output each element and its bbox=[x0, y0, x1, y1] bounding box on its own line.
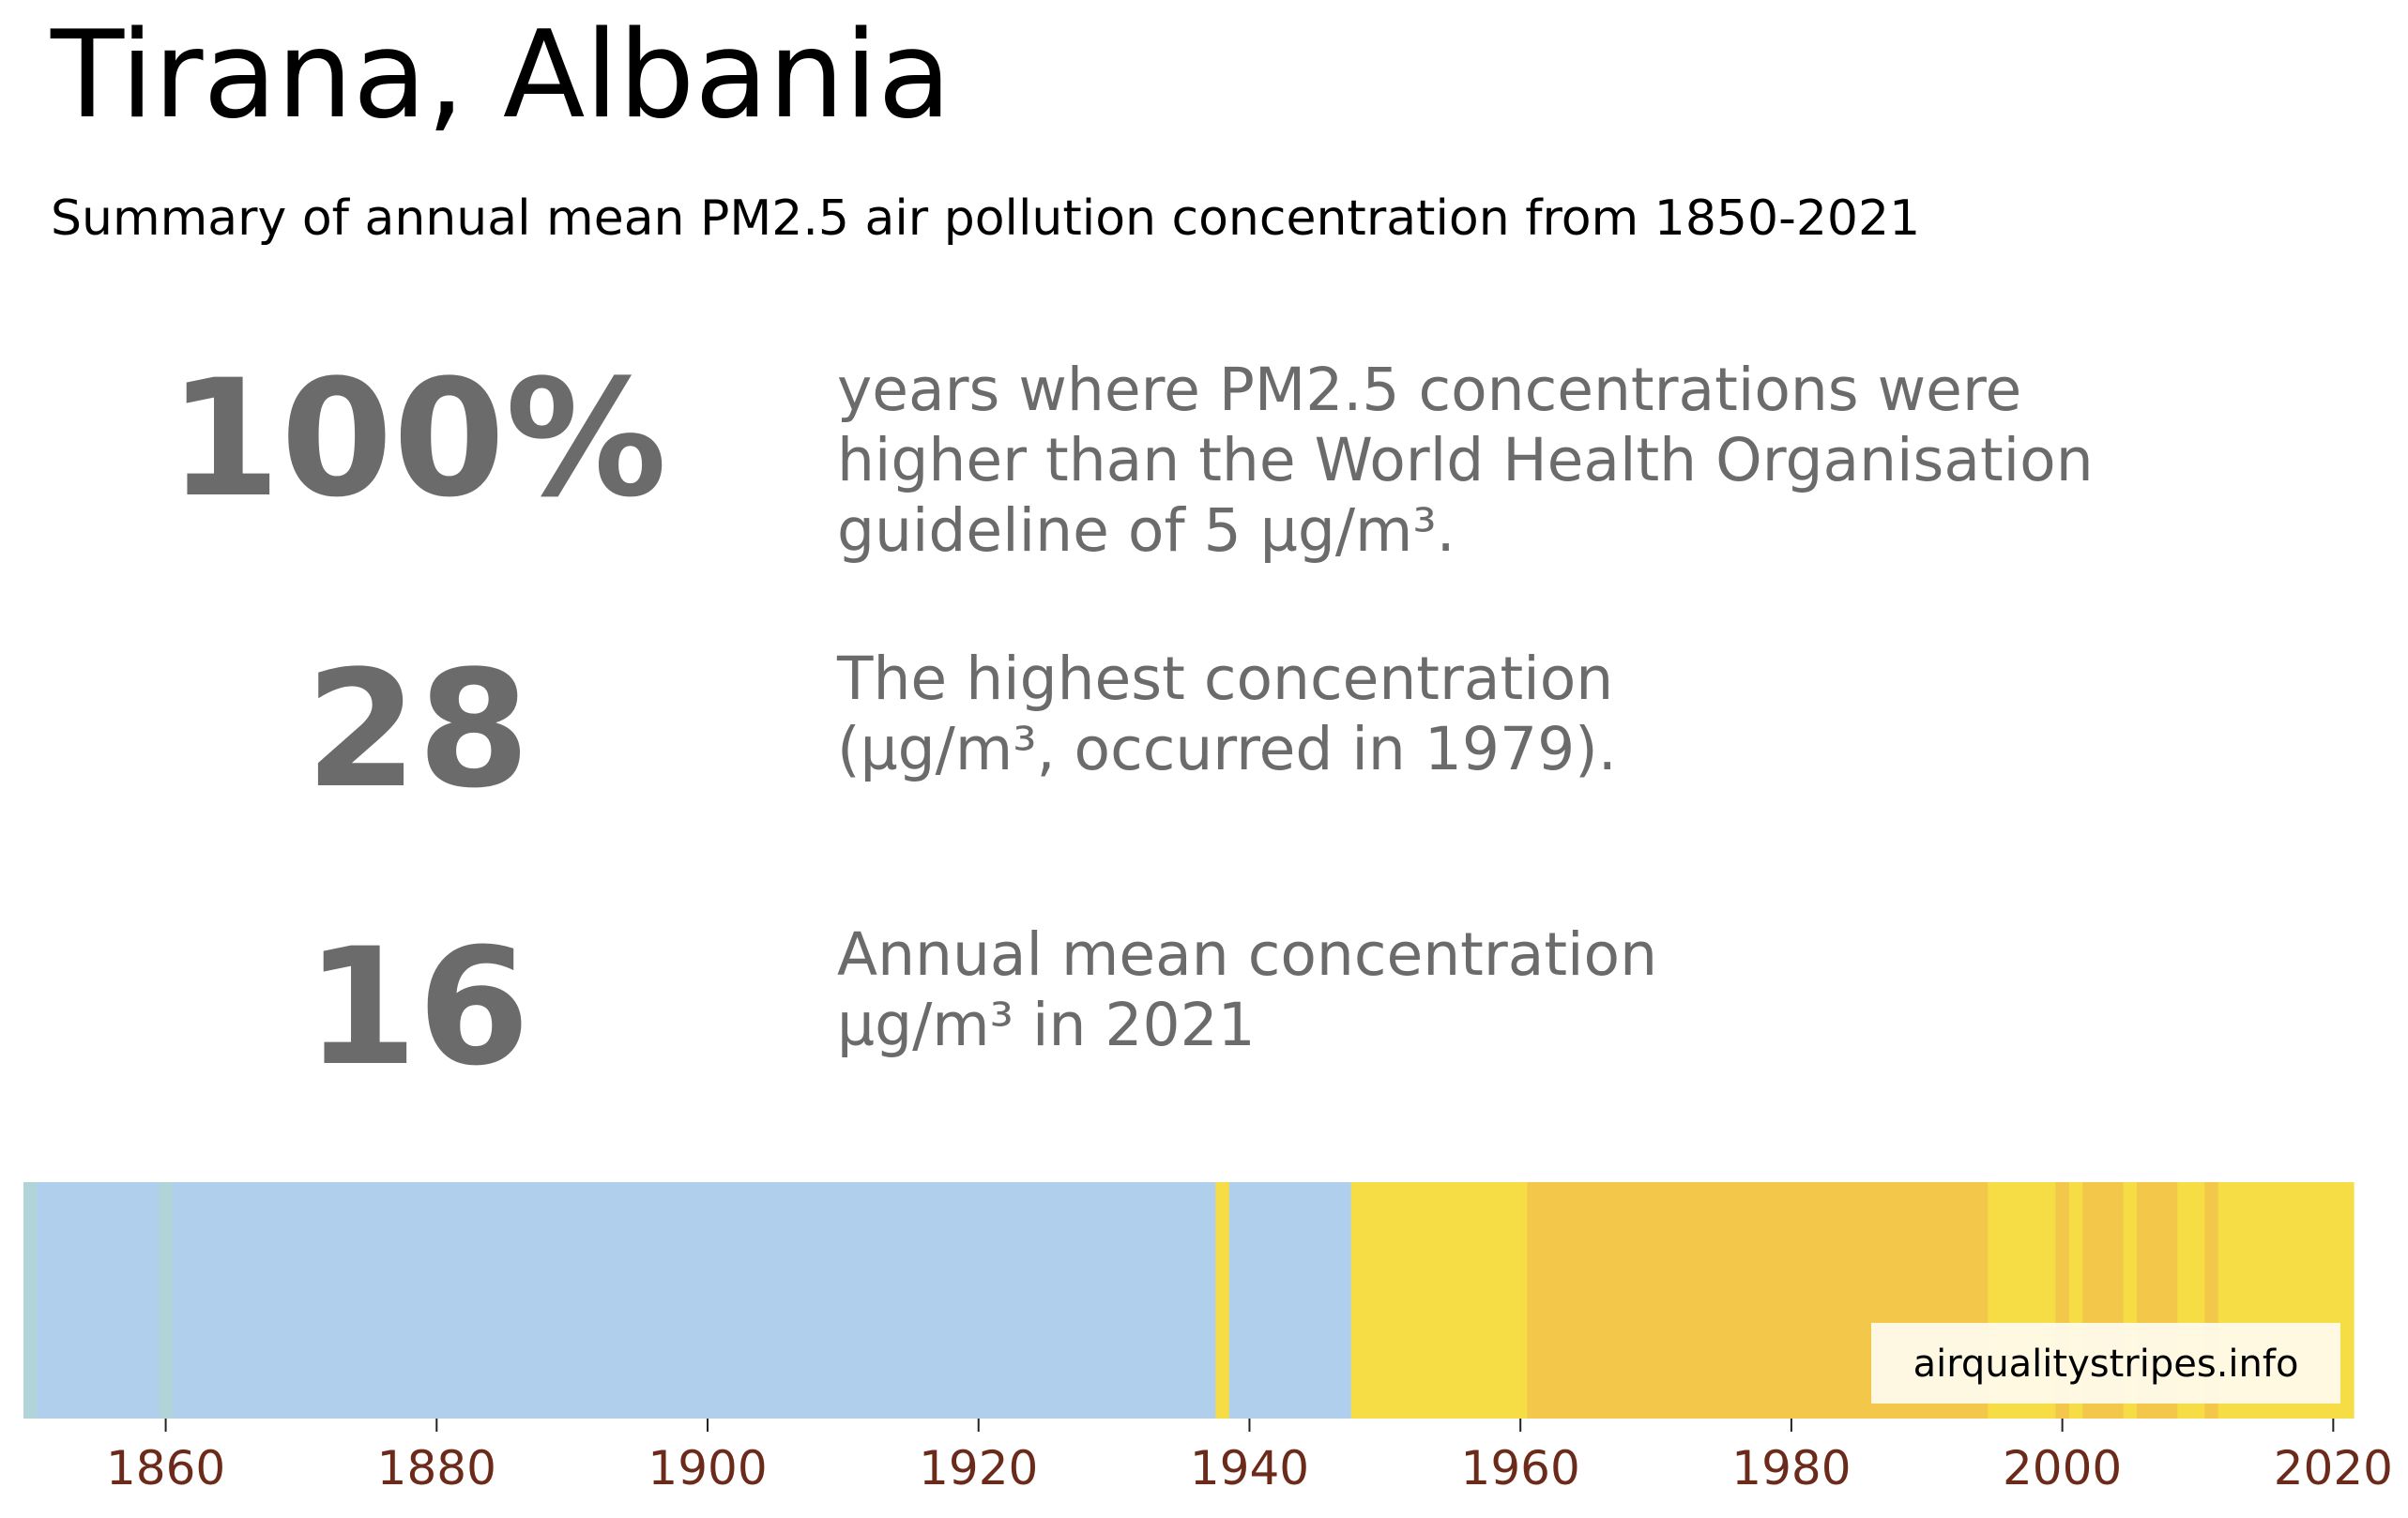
x-tick-label-1860: 1860 bbox=[106, 1441, 225, 1495]
x-tick-label-2020: 2020 bbox=[2274, 1441, 2393, 1495]
stripe-band-1939-1947 bbox=[1228, 1182, 1352, 1419]
x-tick-label-1940: 1940 bbox=[1190, 1441, 1309, 1495]
x-axis-ticks: 1860 1880 1900 1920 1940 1960 1980 2000 2020 bbox=[106, 1419, 2393, 1495]
stat-value-annual-mean-2021: 16 bbox=[305, 913, 530, 1101]
stripe-band-1850-1850 bbox=[23, 1182, 38, 1419]
x-tick-label-1960: 1960 bbox=[1461, 1441, 1580, 1495]
stat-description-percent-above-guideline: years where PM2.5 concentrations were hi… bbox=[837, 356, 2094, 565]
stat-description-highest-concentration: The highest concentration (µg/m³, occurr… bbox=[837, 645, 1617, 783]
stripe-band-1938-1938 bbox=[1215, 1182, 1230, 1419]
page-subtitle: Summary of annual mean PM2.5 air polluti… bbox=[51, 190, 1921, 247]
x-tick-label-1920: 1920 bbox=[919, 1441, 1038, 1495]
stripe-band-1861-1937 bbox=[172, 1182, 1216, 1419]
stripe-band-1948-1960 bbox=[1350, 1182, 1528, 1419]
x-tick-label-1880: 1880 bbox=[377, 1441, 496, 1495]
stripe-band-1860-1860 bbox=[159, 1182, 174, 1419]
watermark-text: airqualitystripes.info bbox=[1913, 1343, 2299, 1386]
stripe-band-1851-1859 bbox=[37, 1182, 160, 1419]
stat-value-highest-concentration: 28 bbox=[305, 635, 530, 824]
page-title: Tirana, Albania bbox=[51, 6, 952, 145]
stat-value-percent-above-guideline: 100% bbox=[168, 344, 667, 533]
stat-description-annual-mean-2021: Annual mean concentration µg/m³ in 2021 bbox=[837, 920, 1658, 1059]
x-tick-label-2000: 2000 bbox=[2003, 1441, 2122, 1495]
x-tick-label-1900: 1900 bbox=[648, 1441, 767, 1495]
x-tick-label-1980: 1980 bbox=[1731, 1441, 1851, 1495]
watermark-background bbox=[1871, 1323, 2340, 1404]
